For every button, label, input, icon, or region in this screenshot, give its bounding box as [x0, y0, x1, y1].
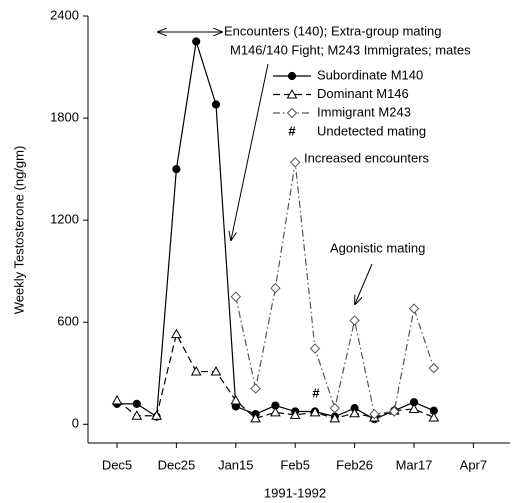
- annotation: Increased encounters: [304, 150, 430, 165]
- x-tick-label: Apr7: [460, 457, 487, 472]
- point: [250, 383, 261, 394]
- point: [171, 328, 182, 339]
- point: [428, 411, 440, 422]
- legend-label: Immigrant M243: [317, 104, 411, 119]
- point: [210, 366, 222, 376]
- point: [428, 362, 440, 374]
- y-tick-label: 2400: [50, 7, 79, 22]
- point: [211, 100, 221, 109]
- point: [230, 291, 242, 302]
- annotation: Encounters (140); Extra-group mating: [224, 23, 442, 38]
- point: [250, 412, 261, 423]
- x-tick-label: Feb5: [280, 457, 310, 472]
- point: [309, 406, 321, 417]
- point: [309, 343, 321, 354]
- y-tick-label: 0: [72, 416, 79, 431]
- x-tick-label: Mar17: [396, 457, 433, 472]
- point: [408, 403, 420, 413]
- x-tick-label: Feb26: [336, 457, 373, 472]
- legend-symbol: #: [288, 123, 296, 138]
- point: [289, 157, 301, 168]
- annotation: M146/140 Fight; M243 Immigrates; mates: [230, 42, 471, 57]
- point: [230, 394, 242, 405]
- point: [287, 71, 297, 81]
- point: [151, 410, 162, 420]
- y-tick-label: 600: [57, 314, 79, 329]
- x-axis-title: 1991-1992: [264, 485, 326, 500]
- point: [349, 407, 360, 418]
- point: [369, 408, 380, 420]
- annotation: Agonistic mating: [330, 240, 425, 255]
- point: [172, 165, 181, 174]
- point: [286, 88, 298, 99]
- x-tick-label: Dec5: [102, 457, 132, 472]
- series-line: [116, 332, 435, 420]
- point: [349, 315, 360, 326]
- point: [131, 410, 143, 420]
- point: [289, 409, 301, 419]
- y-axis-title: Weekly Testosterone (ng/gm): [11, 146, 26, 315]
- point: [408, 303, 420, 314]
- legend-label: Dominant M146: [317, 86, 409, 101]
- undetected-mating-mark: #: [312, 385, 320, 400]
- legend-label: Subordinate M140: [317, 67, 423, 82]
- arrow: [355, 263, 373, 304]
- y-tick-label: 1800: [50, 110, 79, 125]
- point: [132, 399, 141, 408]
- y-tick-label: 1200: [50, 212, 79, 227]
- x-tick-label: Jan15: [218, 457, 253, 472]
- series-line: [235, 162, 435, 415]
- point: [270, 282, 281, 294]
- x-tick-label: Dec25: [158, 457, 196, 472]
- point: [192, 37, 201, 46]
- legend-label: Undetected mating: [317, 123, 426, 138]
- point: [329, 412, 341, 423]
- point: [329, 402, 341, 414]
- point: [388, 406, 400, 417]
- arrow: [231, 63, 269, 240]
- point: [190, 366, 202, 376]
- point: [111, 394, 123, 405]
- point: [286, 107, 298, 119]
- point: [270, 406, 281, 417]
